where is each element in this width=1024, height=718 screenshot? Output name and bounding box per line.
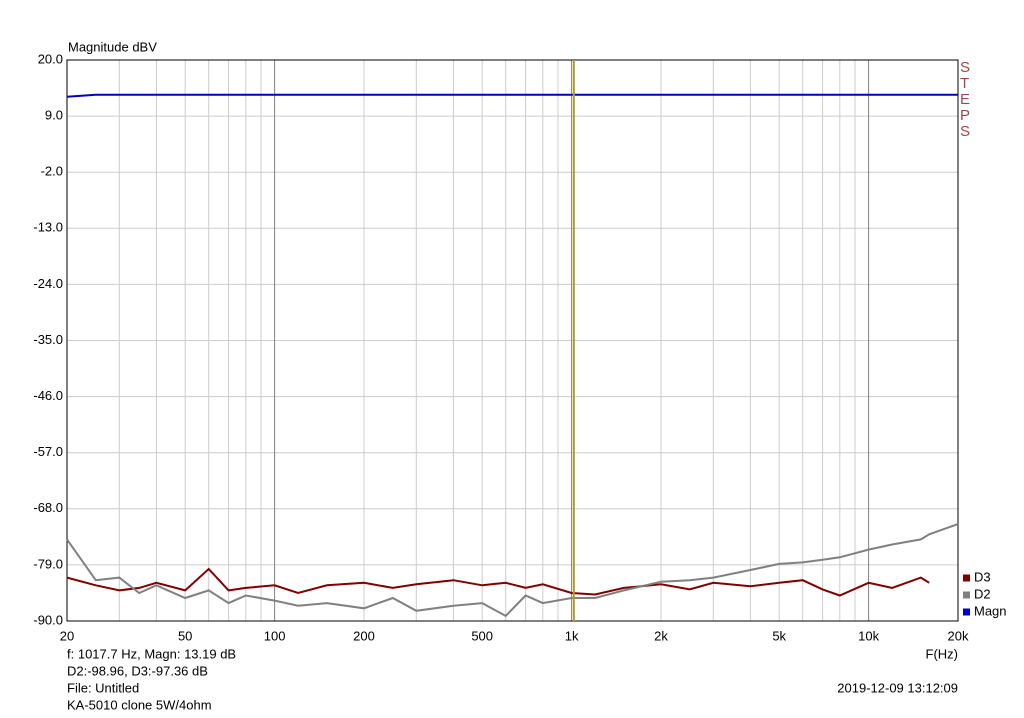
y-tick-label: -13.0 bbox=[33, 220, 63, 235]
chart-title: Magnitude dBV bbox=[68, 39, 157, 54]
legend-swatch bbox=[963, 608, 970, 616]
annotation: KA-5010 clone 5W/4ohm bbox=[67, 697, 212, 712]
x-tick-label: 20 bbox=[60, 628, 74, 643]
timestamp: 2019-12-09 13:12:09 bbox=[837, 680, 958, 695]
y-tick-label: 9.0 bbox=[45, 108, 63, 123]
x-tick-label: 2k bbox=[654, 628, 668, 643]
annotation: f: 1017.7 Hz, Magn: 13.19 dB bbox=[67, 646, 236, 661]
x-tick-label: 50 bbox=[178, 628, 192, 643]
legend-swatch bbox=[963, 591, 970, 599]
x-tick-label: 5k bbox=[772, 628, 786, 643]
x-tick-label: 10k bbox=[858, 628, 879, 643]
y-tick-label: -24.0 bbox=[33, 276, 63, 291]
y-tick-label: -35.0 bbox=[33, 332, 63, 347]
x-tick-label: 1k bbox=[565, 628, 579, 643]
x-tick-label: 500 bbox=[471, 628, 493, 643]
y-tick-label: -57.0 bbox=[33, 444, 63, 459]
legend-swatch bbox=[963, 574, 970, 582]
y-tick-label: -68.0 bbox=[33, 500, 63, 515]
y-tick-label: -90.0 bbox=[33, 612, 63, 627]
y-tick-label: -2.0 bbox=[41, 164, 63, 179]
y-tick-label: -79.0 bbox=[33, 556, 63, 571]
side-label: STEPS bbox=[960, 59, 971, 140]
annotation: File: Untitled bbox=[67, 680, 139, 695]
annotation: D2:-98.96, D3:-97.36 dB bbox=[67, 663, 208, 678]
x-axis-label: F(Hz) bbox=[926, 646, 959, 661]
series-line bbox=[66, 567, 930, 597]
legend-label: Magn bbox=[974, 603, 1007, 618]
legend-label: D2 bbox=[974, 586, 991, 601]
x-tick-label: 100 bbox=[264, 628, 286, 643]
y-tick-label: 20.0 bbox=[38, 51, 63, 66]
x-tick-label: 20k bbox=[948, 628, 969, 643]
legend-label: D3 bbox=[974, 569, 991, 584]
y-tick-label: -46.0 bbox=[33, 388, 63, 403]
series-line bbox=[66, 523, 959, 618]
plot-border bbox=[66, 59, 959, 622]
series-line bbox=[66, 93, 958, 98]
x-tick-label: 200 bbox=[353, 628, 375, 643]
